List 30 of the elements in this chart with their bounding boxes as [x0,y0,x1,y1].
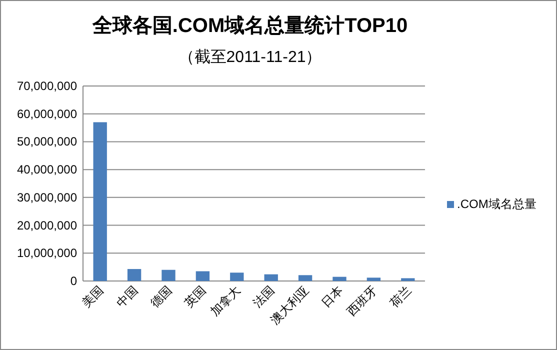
bar [93,122,107,281]
bar [230,272,244,281]
bar [332,276,346,281]
y-tick-label: 30,000,000 [16,190,78,204]
bar [298,275,312,281]
y-tick-label: 50,000,000 [16,134,78,149]
x-tick-label: 德国 [148,283,175,310]
y-tick-label: 40,000,000 [16,162,78,177]
y-tick-label: 0 [70,274,78,288]
bar [162,270,176,281]
y-tick-label: 10,000,000 [16,246,78,260]
x-tick-label: 日本 [318,283,346,310]
x-tick-label: 荷兰 [387,283,414,310]
y-tick-label: 60,000,000 [16,106,78,121]
y-tick-label: 20,000,000 [16,218,78,232]
legend-label: .COM域名总量 [457,197,536,211]
x-tick-label: 英国 [182,283,209,310]
bar [264,274,278,281]
bar [127,269,142,281]
y-tick-label: 70,000,000 [16,79,78,93]
chart-title: 全球各国.COM域名总量统计TOP10 [91,14,408,37]
bar [366,278,381,281]
x-tick-label: 法国 [250,283,278,310]
bar [401,278,415,281]
x-tick-label: 加拿大 [208,283,244,319]
bar [196,271,210,281]
x-tick-label: 中国 [114,283,140,310]
x-tick-label: 美国 [79,283,106,310]
x-tick-label: 西班牙 [344,283,380,319]
chart-subtitle: （截至2011-11-21） [178,48,322,66]
